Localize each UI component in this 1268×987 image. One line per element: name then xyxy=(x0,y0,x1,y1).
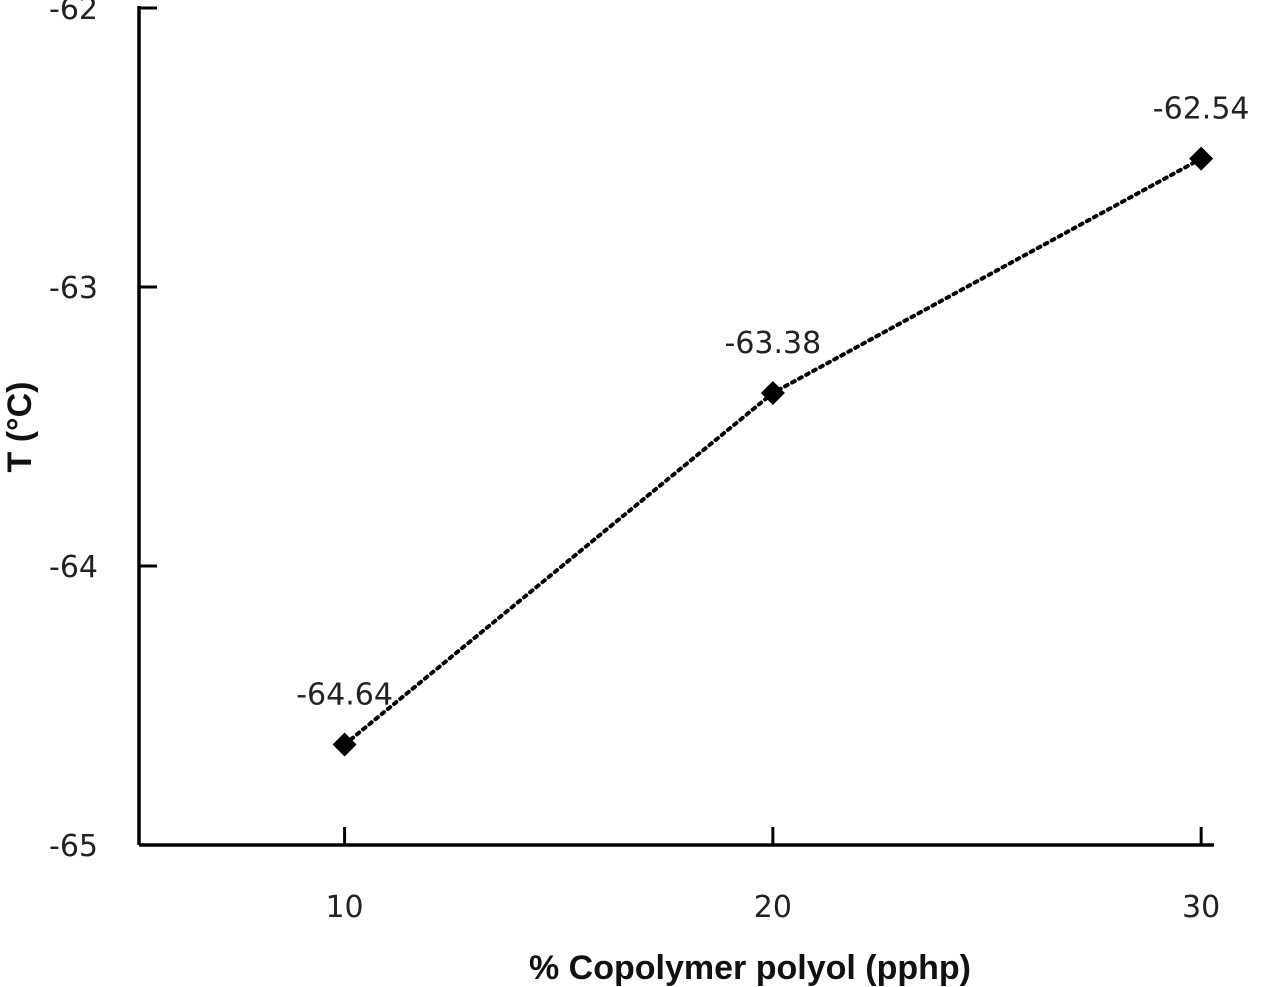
data-point-marker xyxy=(760,381,785,406)
series xyxy=(332,146,1214,757)
y-tick-label: -63 xyxy=(49,271,98,306)
x-axis-title: % Copolymer polyol (pphp) xyxy=(529,949,971,987)
data-point-marker xyxy=(332,732,357,757)
y-axis-title: T (°C) xyxy=(1,381,39,472)
y-tick-label: -62 xyxy=(49,0,98,27)
data-point-marker xyxy=(1189,146,1214,171)
axes xyxy=(137,6,1214,847)
series-line xyxy=(342,156,1204,747)
x-tick-label: 20 xyxy=(754,890,792,925)
x-ticks: 10 20 30 xyxy=(325,827,1220,925)
y-tick-label: -64 xyxy=(49,550,98,585)
data-labels: -64.64 -63.38 -62.54 xyxy=(296,92,1249,713)
data-label: -62.54 xyxy=(1153,92,1250,127)
x-tick-label: 30 xyxy=(1182,890,1220,925)
y-tick-label: -65 xyxy=(49,829,98,864)
data-label: -63.38 xyxy=(725,326,822,361)
y-ticks: -65 -64 -63 -62 xyxy=(49,0,157,864)
data-label: -64.64 xyxy=(296,678,393,713)
x-tick-label: 10 xyxy=(325,890,363,925)
